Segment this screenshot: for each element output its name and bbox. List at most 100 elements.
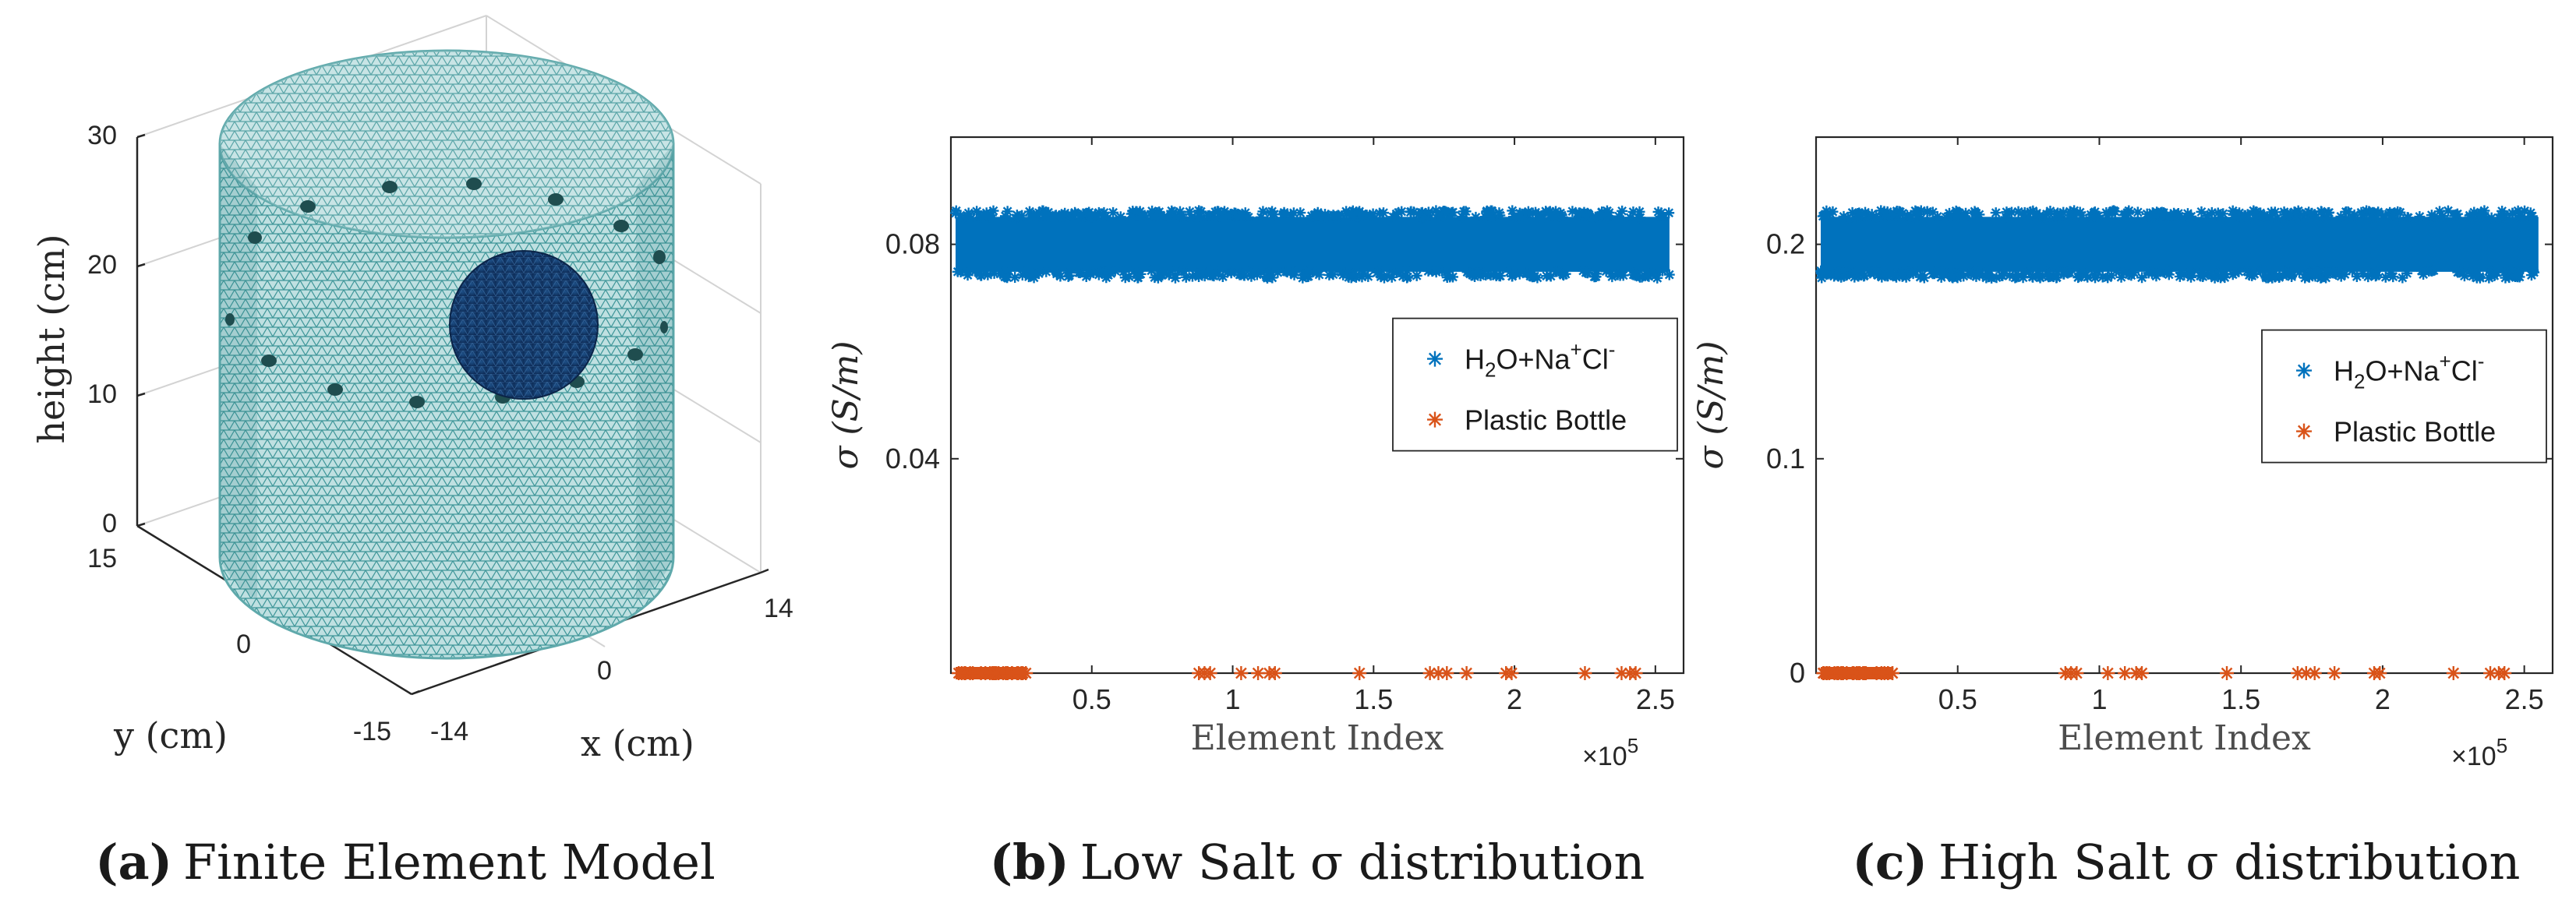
saline-point <box>2266 206 2277 218</box>
x-axis-label: x (cm) <box>581 722 694 764</box>
saline-point <box>1600 266 1612 277</box>
saline-point <box>1378 207 1390 219</box>
y-tick-label: -15 <box>353 717 391 746</box>
saline-point <box>2499 266 2511 277</box>
saline-point <box>1652 206 1664 217</box>
saline-point <box>2290 211 2302 223</box>
electrode <box>225 313 235 326</box>
saline-point <box>2346 211 2358 223</box>
saline-point <box>1921 206 1933 217</box>
saline-point <box>986 210 998 221</box>
saline-point <box>2302 270 2314 281</box>
saline-point <box>1157 267 1169 279</box>
saline-point <box>981 207 992 219</box>
saline-point <box>1481 206 1493 218</box>
x-multiplier-exponent: 5 <box>1627 734 1638 757</box>
caption-text: Finite Element Model <box>183 834 716 891</box>
saline-point <box>1861 212 1873 224</box>
saline-point <box>1422 206 1434 218</box>
electrode <box>548 193 564 206</box>
saline-point <box>2357 267 2369 279</box>
saline-point <box>2267 272 2278 284</box>
saline-point <box>1656 211 1668 223</box>
saline-point <box>1115 211 1126 223</box>
saline-point <box>2442 205 2454 217</box>
saline-point <box>2025 206 2037 218</box>
saline-point <box>1000 266 1012 277</box>
saline-point <box>971 206 983 217</box>
saline-point <box>2335 210 2347 222</box>
saline-point <box>2507 266 2518 277</box>
saline-point <box>1396 206 1408 217</box>
saline-point <box>1075 210 1087 221</box>
saline-point <box>1914 271 1926 283</box>
saline-point <box>1886 210 1898 222</box>
saline-point <box>1494 210 1506 221</box>
saline-point <box>1016 269 1028 280</box>
saline-point <box>1582 208 1594 220</box>
saline-point <box>2500 272 2511 284</box>
saline-point <box>1346 270 1358 281</box>
legend-text-part: + <box>2440 350 2451 373</box>
saline-point <box>1090 265 1102 277</box>
legend-box <box>2261 329 2547 464</box>
bottle-point <box>1440 666 1454 680</box>
saline-point <box>2142 265 2154 277</box>
saline-point <box>1163 269 1175 280</box>
x-multiplier-base: ×10 <box>1582 742 1627 771</box>
bottle-point <box>2220 666 2235 680</box>
electrode <box>409 396 425 408</box>
saline-point <box>999 271 1011 283</box>
bottle-point <box>1459 666 1474 680</box>
saline-point <box>1222 210 1234 221</box>
saline-point <box>1634 271 1645 283</box>
x-tick-label: 0 <box>597 656 612 686</box>
saline-point <box>1894 206 1906 217</box>
x-multiplier-base: ×10 <box>2451 742 2496 771</box>
bottle-point <box>1267 666 1282 680</box>
series-saline-band <box>1821 217 2539 272</box>
legend-label: Plastic Bottle <box>2334 416 2496 448</box>
saline-point <box>1084 268 1096 280</box>
bottle-point <box>1203 666 1217 680</box>
saline-point <box>2215 212 2227 224</box>
saline-point <box>1832 270 1844 281</box>
saline-point <box>1418 211 1429 223</box>
x-tick-label: 2.5 <box>1636 683 1675 715</box>
bottle-point <box>1251 666 1266 680</box>
saline-point <box>2414 211 2426 223</box>
saline-point <box>1444 271 1456 283</box>
saline-point <box>2269 271 2281 283</box>
saline-point <box>1405 206 1417 217</box>
saline-point <box>1027 210 1039 222</box>
saline-point <box>2141 208 2153 220</box>
saline-point <box>1278 208 1290 220</box>
bottle-point <box>1005 666 1019 680</box>
saline-point <box>2259 210 2270 221</box>
electrode <box>653 250 666 264</box>
saline-point <box>2249 210 2261 221</box>
saline-point <box>1430 205 1442 217</box>
y-axis-label: y (cm) <box>113 714 228 757</box>
saline-point <box>2051 266 2063 277</box>
x-tick-label: 1.5 <box>2221 683 2260 715</box>
saline-point <box>1951 266 1963 277</box>
saline-point <box>1931 210 1943 222</box>
saline-point <box>1356 271 1368 283</box>
x-multiplier-exponent: 5 <box>2496 734 2507 757</box>
saline-point <box>2000 211 2012 223</box>
bottle-point <box>2497 666 2512 680</box>
saline-point <box>2229 267 2241 279</box>
saline-point <box>2101 206 2112 218</box>
saline-point <box>995 268 1006 280</box>
legend-text-part: 2 <box>1485 358 1496 382</box>
saline-point <box>1062 270 1074 282</box>
saline-point <box>1507 211 1519 223</box>
electrode <box>627 348 643 361</box>
saline-point <box>1281 266 1293 278</box>
saline-point <box>1041 266 1052 277</box>
legend-marker <box>2296 362 2312 379</box>
saline-point <box>1228 207 1240 219</box>
saline-point <box>2293 266 2305 278</box>
